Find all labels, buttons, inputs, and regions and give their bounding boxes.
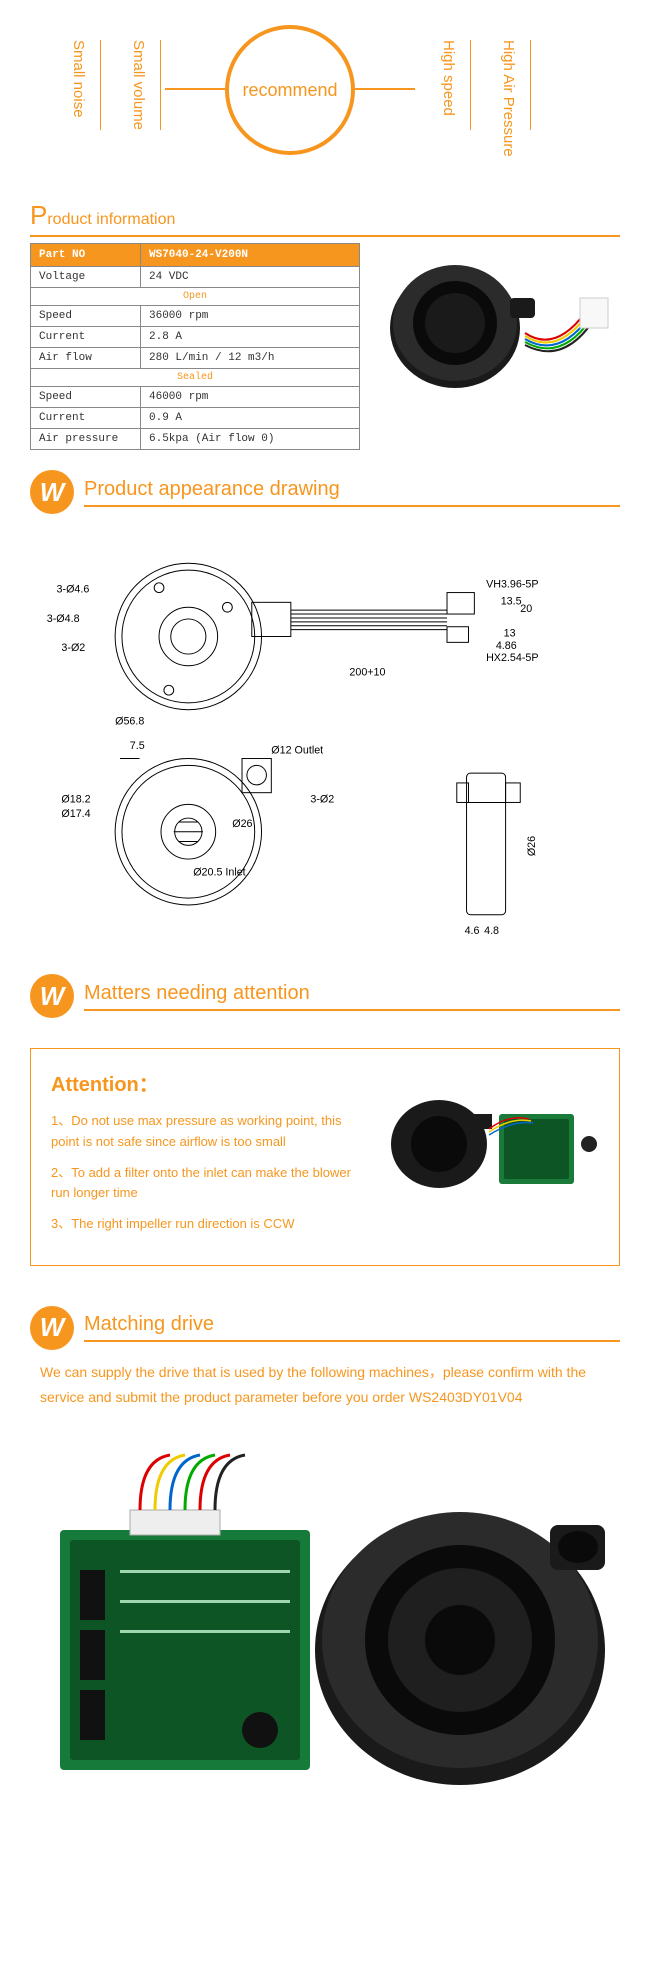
dim-label: 7.5 [130,740,145,752]
dim-label: Ø18.2 [61,793,90,805]
spec-value: 24 VDC [141,267,360,288]
feature-pressure: High Air Pressure [500,40,517,157]
attention-item: 2、To add a filter onto the inlet can mak… [51,1163,364,1205]
product-photo [375,243,615,403]
matching-title: Matching drive [84,1313,620,1342]
recommend-badge: recommend [225,25,355,155]
dim-label: 20 [520,603,532,615]
spec-value: 46000 rpm [141,387,360,408]
dim-label: VH3.96-5P [486,579,538,591]
product-info-title: Product information [30,200,620,237]
w-badge-icon: W [30,974,74,1018]
dim-label: Ø12 Outlet [271,745,323,757]
dim-label: Ø26 [526,836,538,856]
attention-item: 1、Do not use max pressure as working poi… [51,1111,364,1153]
matching-drive-text: We can supply the drive that is used by … [0,1360,650,1430]
dim-label: HX2.54-5P [486,652,538,664]
dim-label: Ø26 [232,818,252,830]
dim-label: 3-Ø2 [310,793,334,805]
spec-label: Voltage [31,267,141,288]
attention-title: Matters needing attention [84,982,620,1011]
spec-label: Speed [31,306,141,327]
technical-drawing: 3-Ø4.6 3-Ø4.8 3-Ø2 Ø56.8 200+10 VH3.96-5… [0,524,650,954]
sep-open: Open [31,288,360,306]
th-partno: Part NO [31,244,141,267]
dim-label: 13.5 [501,595,522,607]
sep-sealed: Sealed [31,369,360,387]
w-badge-icon: W [30,1306,74,1350]
dim-label: 3-Ø4.6 [57,584,90,596]
dim-label: 13 [504,628,516,640]
spec-value: 36000 rpm [141,306,360,327]
spec-table: Part NOWS7040-24-V200N Voltage24 VDC Ope… [30,243,360,450]
th-model: WS7040-24-V200N [141,244,360,267]
spec-value: 2.8 A [141,327,360,348]
feature-noise: Small noise [70,40,87,118]
spec-value: 6.5kpa (Air flow 0) [141,429,360,450]
spec-label: Current [31,327,141,348]
spec-value: 0.9 A [141,408,360,429]
attention-heading: Attention： [51,1069,364,1101]
dim-label: 4.86 [496,640,517,652]
product-info-section: Product information Part NOWS7040-24-V20… [0,200,650,450]
dim-label: Ø17.4 [61,808,90,820]
matching-drive-photo [0,1430,650,1810]
feature-volume: Small volume [130,40,147,130]
attention-section: Attention： 1、Do not use max pressure as … [0,1028,650,1286]
spec-value: 280 L/min / 12 m3/h [141,348,360,369]
appearance-header: W Product appearance drawing [0,450,650,524]
spec-label: Current [31,408,141,429]
dim-label: Ø56.8 [115,715,144,727]
spec-label: Air flow [31,348,141,369]
attention-header: W Matters needing attention [0,954,650,1028]
appearance-title: Product appearance drawing [84,478,620,507]
attention-photo [379,1069,599,1209]
dim-label: 3-Ø2 [61,642,85,654]
feature-speed: High speed [440,40,457,116]
dim-label: 3-Ø4.8 [47,613,80,625]
spec-label: Speed [31,387,141,408]
spec-label: Air pressure [31,429,141,450]
top-features: Small noise Small volume recommend High … [0,0,650,200]
dim-label: Ø20.5 Inlet [193,867,245,879]
dim-label: 200+10 [349,667,385,679]
w-badge-icon: W [30,470,74,514]
matching-header: W Matching drive [0,1286,650,1360]
attention-item: 3、The right impeller run direction is CC… [51,1214,364,1235]
dim-label: 4.6 [465,925,480,937]
dim-label: 4.8 [484,925,499,937]
